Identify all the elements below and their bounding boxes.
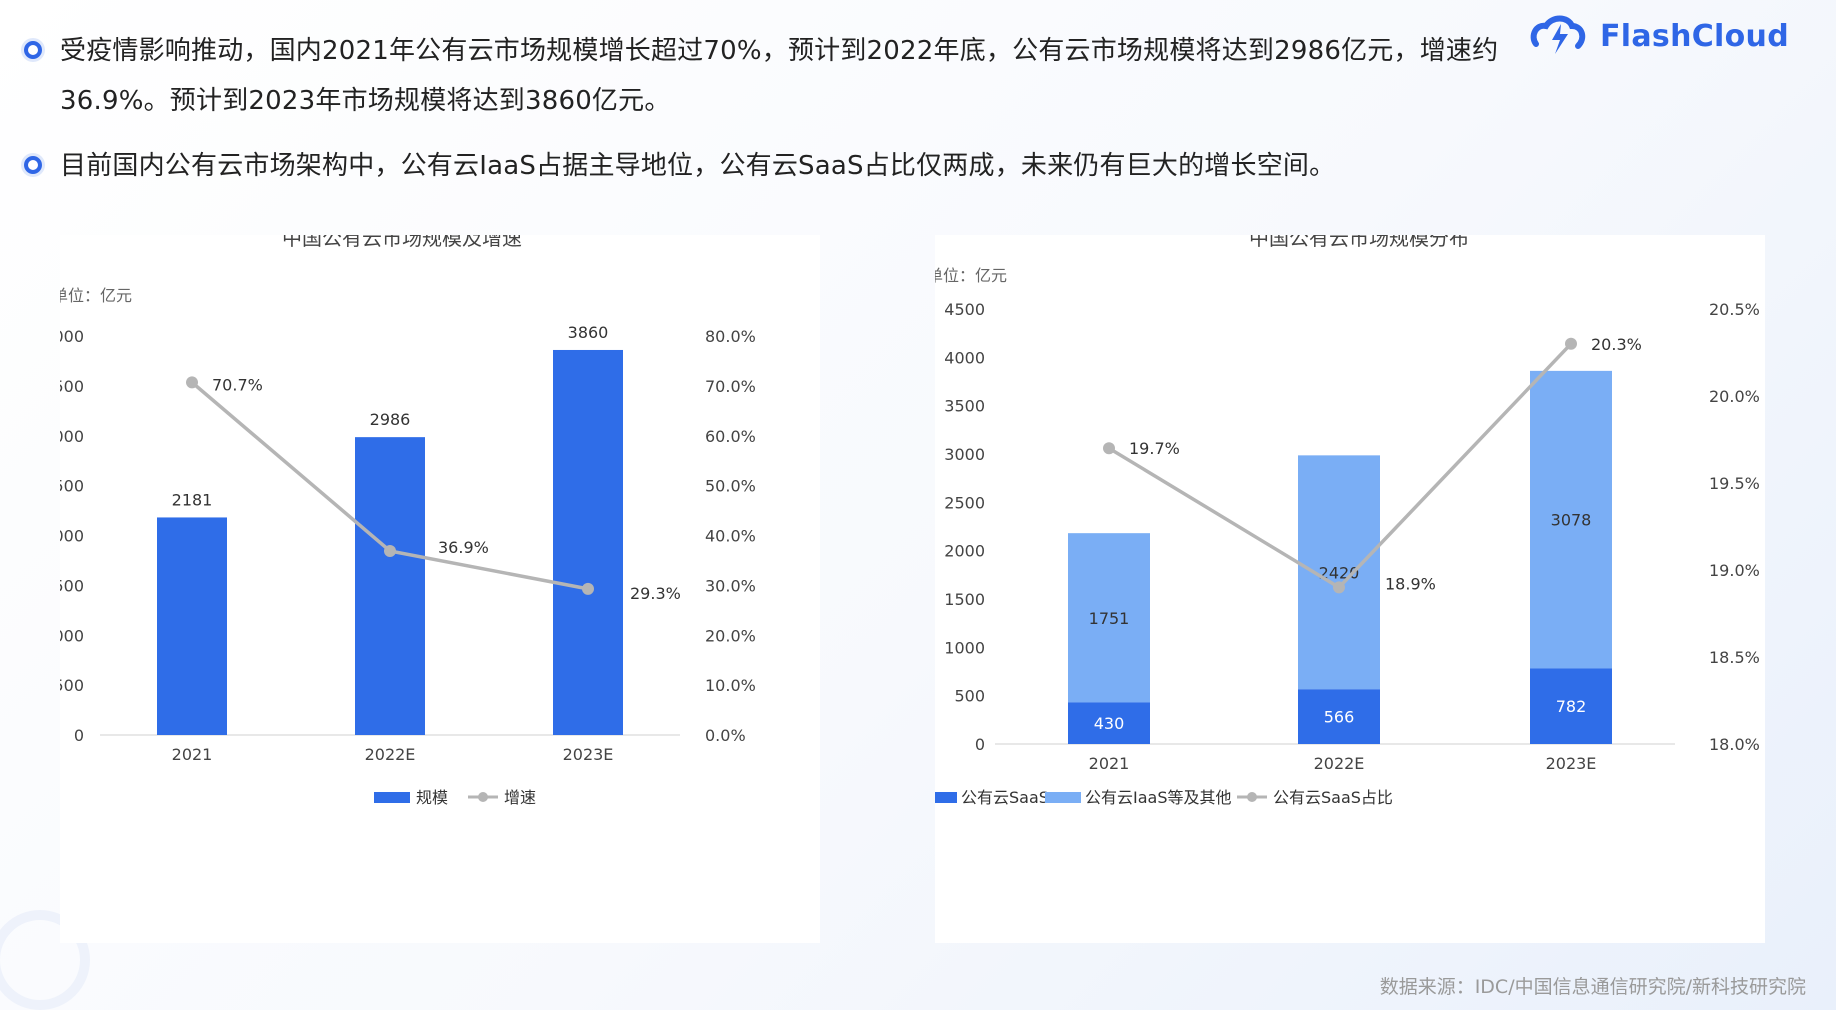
flash-cloud-logo-icon <box>1530 15 1586 54</box>
y-tick-label: 2500 <box>60 477 84 496</box>
bar-saas <box>1530 668 1612 744</box>
y2-tick-label: 18.0% <box>1709 735 1760 754</box>
y-tick-label: 2000 <box>944 542 985 561</box>
y2-tick-label: 80.0% <box>705 327 756 346</box>
y2-tick-label: 19.0% <box>1709 561 1760 580</box>
growth-value-label: 29.3% <box>630 584 681 603</box>
y-tick-label: 0 <box>74 726 84 745</box>
growth-point <box>384 544 396 557</box>
growth-value-label: 36.9% <box>438 538 489 557</box>
legend-label-bar: 规模 <box>416 788 448 807</box>
saas-value-label: 782 <box>1556 697 1587 716</box>
share-value-label: 20.3% <box>1591 335 1642 354</box>
share-point <box>1103 442 1115 455</box>
bar-iaas <box>1530 370 1612 669</box>
brand-logo: FlashCloud <box>1528 6 1789 66</box>
bar-value-label: 3860 <box>568 323 609 342</box>
y-tick-label: 1500 <box>60 576 84 595</box>
unit-label: 单位：亿元 <box>935 266 1007 285</box>
y-tick-label: 500 <box>954 687 985 706</box>
unit-label: 单位：亿元 <box>60 286 132 305</box>
y-tick-label: 3500 <box>944 397 985 416</box>
bar-size <box>553 349 623 735</box>
saas-value-label: 566 <box>1324 708 1355 727</box>
y2-tick-label: 20.0% <box>1709 387 1760 406</box>
bar-size <box>157 517 227 735</box>
share-point <box>1333 581 1345 594</box>
bullet-ring-icon <box>24 156 42 174</box>
bar-saas <box>1068 702 1150 744</box>
legend-label-line: 增速 <box>504 788 536 807</box>
legend-swatch-point <box>478 792 488 802</box>
x-tick-label: 2023E <box>563 745 614 764</box>
legend-swatch-iaas <box>1045 792 1081 803</box>
chart-panel-right: 中国公有云市场规模分布单位：亿元 0 500 1000 1500 2000 2500 3000… <box>935 235 1765 943</box>
x-tick-label: 2021 <box>172 745 213 764</box>
bullet-text-1: 受疫情影响推动，国内2021年公有云市场规模增长超过70%，预计到2022年底，… <box>60 36 1499 116</box>
x-tick-label: 2023E <box>1546 754 1597 773</box>
x-tick-label: 2022E <box>1314 754 1365 773</box>
legend-label-iaas: 公有云IaaS等及其他 <box>1085 788 1232 807</box>
y2-tick-label: 18.5% <box>1709 648 1760 667</box>
y-tick-label: 3000 <box>60 427 84 446</box>
bar-value-label: 2181 <box>172 490 213 509</box>
y-tick-label: 3500 <box>60 377 84 396</box>
y-tick-label: 1500 <box>944 590 985 609</box>
growth-point <box>186 376 198 389</box>
bullet-text-2: 目前国内公有云市场架构中，公有云IaaS占据主导地位，公有云SaaS占比仅两成，… <box>60 151 1336 181</box>
y-tick-label: 2500 <box>944 493 985 512</box>
bar-iaas <box>1068 533 1150 703</box>
saas-value-label: 430 <box>1094 714 1125 733</box>
share-point <box>1565 337 1577 350</box>
y2-tick-label: 50.0% <box>705 477 756 496</box>
y2-tick-label: 30.0% <box>705 576 756 595</box>
y-tick-label: 4000 <box>944 348 985 367</box>
iaas-value-label: 3078 <box>1551 511 1592 530</box>
y2-tick-label: 20.0% <box>705 626 756 645</box>
legend-label-saas: 公有云SaaS <box>961 788 1049 807</box>
legend-swatch-point <box>1247 792 1257 802</box>
y-tick-label: 4500 <box>944 300 985 319</box>
bar-value-label: 2986 <box>370 410 411 429</box>
share-value-label: 19.7% <box>1129 439 1180 458</box>
growth-point <box>582 582 594 595</box>
iaas-value-label: 1751 <box>1089 609 1130 628</box>
bullet-point-2: 目前国内公有云市场架构中，公有云IaaS占据主导地位，公有云SaaS占比仅两成，… <box>24 141 1524 191</box>
legend-swatch-bar <box>374 792 410 803</box>
legend-label-line: 公有云SaaS占比 <box>1273 788 1393 807</box>
y2-tick-label: 10.0% <box>705 676 756 695</box>
decorative-circle <box>0 910 90 1010</box>
y2-tick-label: 60.0% <box>705 427 756 446</box>
y-tick-label: 500 <box>60 676 84 695</box>
y-tick-label: 1000 <box>944 638 985 657</box>
y-tick-label: 0 <box>975 735 985 754</box>
x-tick-label: 2022E <box>365 745 416 764</box>
chart-title: 中国公有云市场规模及增速 <box>282 235 522 250</box>
chart-title: 中国公有云市场规模分布 <box>1249 235 1469 250</box>
legend-swatch-saas <box>935 792 957 803</box>
share-value-label: 18.9% <box>1385 574 1436 593</box>
y2-tick-label: 19.5% <box>1709 474 1760 493</box>
bullet-point-1: 受疫情影响推动，国内2021年公有云市场规模增长超过70%，预计到2022年底，… <box>24 26 1524 126</box>
y2-tick-label: 40.0% <box>705 527 756 546</box>
bar-saas <box>1298 689 1380 744</box>
y-tick-label: 3000 <box>944 445 985 464</box>
bar-size <box>355 437 425 735</box>
y2-tick-label: 70.0% <box>705 377 756 396</box>
y2-tick-label: 20.5% <box>1709 300 1760 319</box>
x-tick-label: 2021 <box>1089 754 1130 773</box>
brand-name: FlashCloud <box>1600 18 1789 54</box>
y-tick-label: 4000 <box>60 327 84 346</box>
y-tick-label: 1000 <box>60 626 84 645</box>
bullet-ring-icon <box>24 41 42 59</box>
data-source-note: 数据来源：IDC/中国信息通信研究院/新科技研究院 <box>1379 976 1806 998</box>
growth-value-label: 70.7% <box>212 375 263 394</box>
y2-tick-label: 0.0% <box>705 726 746 745</box>
y-tick-label: 2000 <box>60 527 84 546</box>
